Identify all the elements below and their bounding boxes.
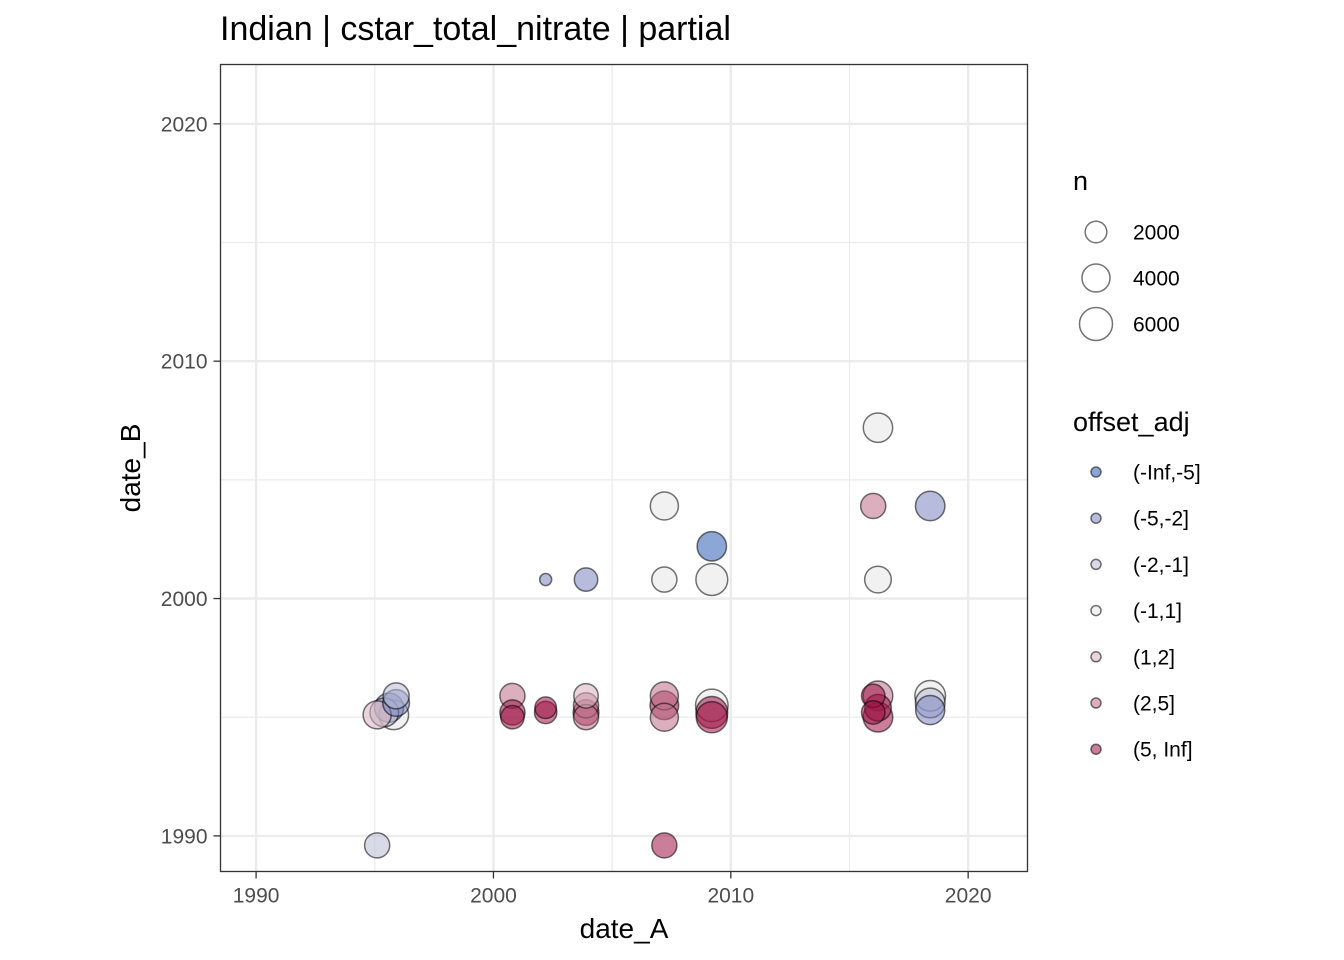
y-axis-title: date_B bbox=[115, 424, 146, 513]
color-legend-key bbox=[1090, 697, 1102, 709]
color-legend-label: (-5,-2] bbox=[1133, 508, 1189, 531]
data-point bbox=[862, 412, 894, 444]
data-point bbox=[859, 492, 887, 520]
size-legend-label: 6000 bbox=[1133, 314, 1180, 337]
plot-panel-border bbox=[219, 63, 1029, 873]
data-point bbox=[573, 567, 599, 593]
size-legend-label: 2000 bbox=[1133, 222, 1180, 245]
x-tick-label: 2000 bbox=[470, 885, 517, 908]
data-point bbox=[573, 682, 599, 709]
x-tick-label: 2020 bbox=[945, 885, 992, 908]
color-legend-label: (1,2] bbox=[1133, 646, 1175, 669]
size-legend-key bbox=[1084, 220, 1108, 244]
y-tick-label: 1990 bbox=[161, 825, 208, 848]
y-tick-label: 2010 bbox=[161, 351, 208, 374]
color-legend-label: (-2,-1] bbox=[1133, 554, 1189, 577]
data-point bbox=[695, 700, 729, 734]
color-legend-label: (-1,1] bbox=[1133, 600, 1182, 623]
data-point bbox=[860, 700, 886, 725]
y-tick-label: 2000 bbox=[161, 588, 208, 611]
data-point bbox=[382, 682, 410, 710]
color-legend-key bbox=[1090, 604, 1102, 617]
color-legend-key bbox=[1090, 743, 1102, 755]
size-legend-title: n bbox=[1073, 166, 1088, 196]
y-tick-label: 2020 bbox=[161, 113, 208, 136]
data-point bbox=[499, 704, 525, 730]
data-point bbox=[651, 832, 678, 859]
size-legend-key bbox=[1078, 306, 1114, 342]
color-legend-key bbox=[1090, 512, 1102, 524]
x-axis: 1990 2000 2010 2020 bbox=[233, 871, 992, 908]
color-legend: offset_adj (-Inf,-5] (-5,-2] (-2,-1] (-1,1]… bbox=[1073, 407, 1201, 762]
data-points bbox=[362, 412, 947, 859]
data-point bbox=[914, 694, 946, 726]
size-legend-key bbox=[1081, 263, 1111, 293]
color-legend-key bbox=[1090, 466, 1102, 478]
data-point bbox=[695, 562, 729, 597]
color-legend-title: offset_adj bbox=[1073, 407, 1190, 437]
data-point bbox=[363, 832, 391, 859]
data-point bbox=[649, 491, 680, 521]
data-point bbox=[696, 530, 728, 562]
plot-panel-background bbox=[220, 64, 1028, 872]
data-point bbox=[649, 702, 680, 732]
data-point bbox=[914, 490, 946, 522]
data-point bbox=[534, 696, 558, 720]
size-legend: n 2000 4000 6000 bbox=[1073, 166, 1180, 342]
color-legend-label: (-Inf,-5] bbox=[1133, 462, 1201, 485]
color-legend-label: (5, Inf] bbox=[1133, 739, 1193, 762]
data-point bbox=[538, 572, 553, 587]
size-legend-label: 4000 bbox=[1133, 268, 1180, 291]
data-point bbox=[651, 566, 678, 593]
x-tick-label: 2010 bbox=[707, 885, 754, 908]
color-legend-key bbox=[1090, 651, 1102, 663]
color-legend-key bbox=[1090, 558, 1102, 571]
grid-lines bbox=[220, 64, 1028, 872]
color-legend-label: (2,5] bbox=[1133, 693, 1175, 716]
x-tick-label: 1990 bbox=[233, 885, 280, 908]
data-point bbox=[863, 565, 893, 594]
y-axis: 1990 2000 2010 2020 bbox=[161, 113, 221, 848]
x-axis-title: date_A bbox=[580, 913, 669, 944]
chart-title: Indian | cstar_total_nitrate | partial bbox=[220, 10, 731, 48]
